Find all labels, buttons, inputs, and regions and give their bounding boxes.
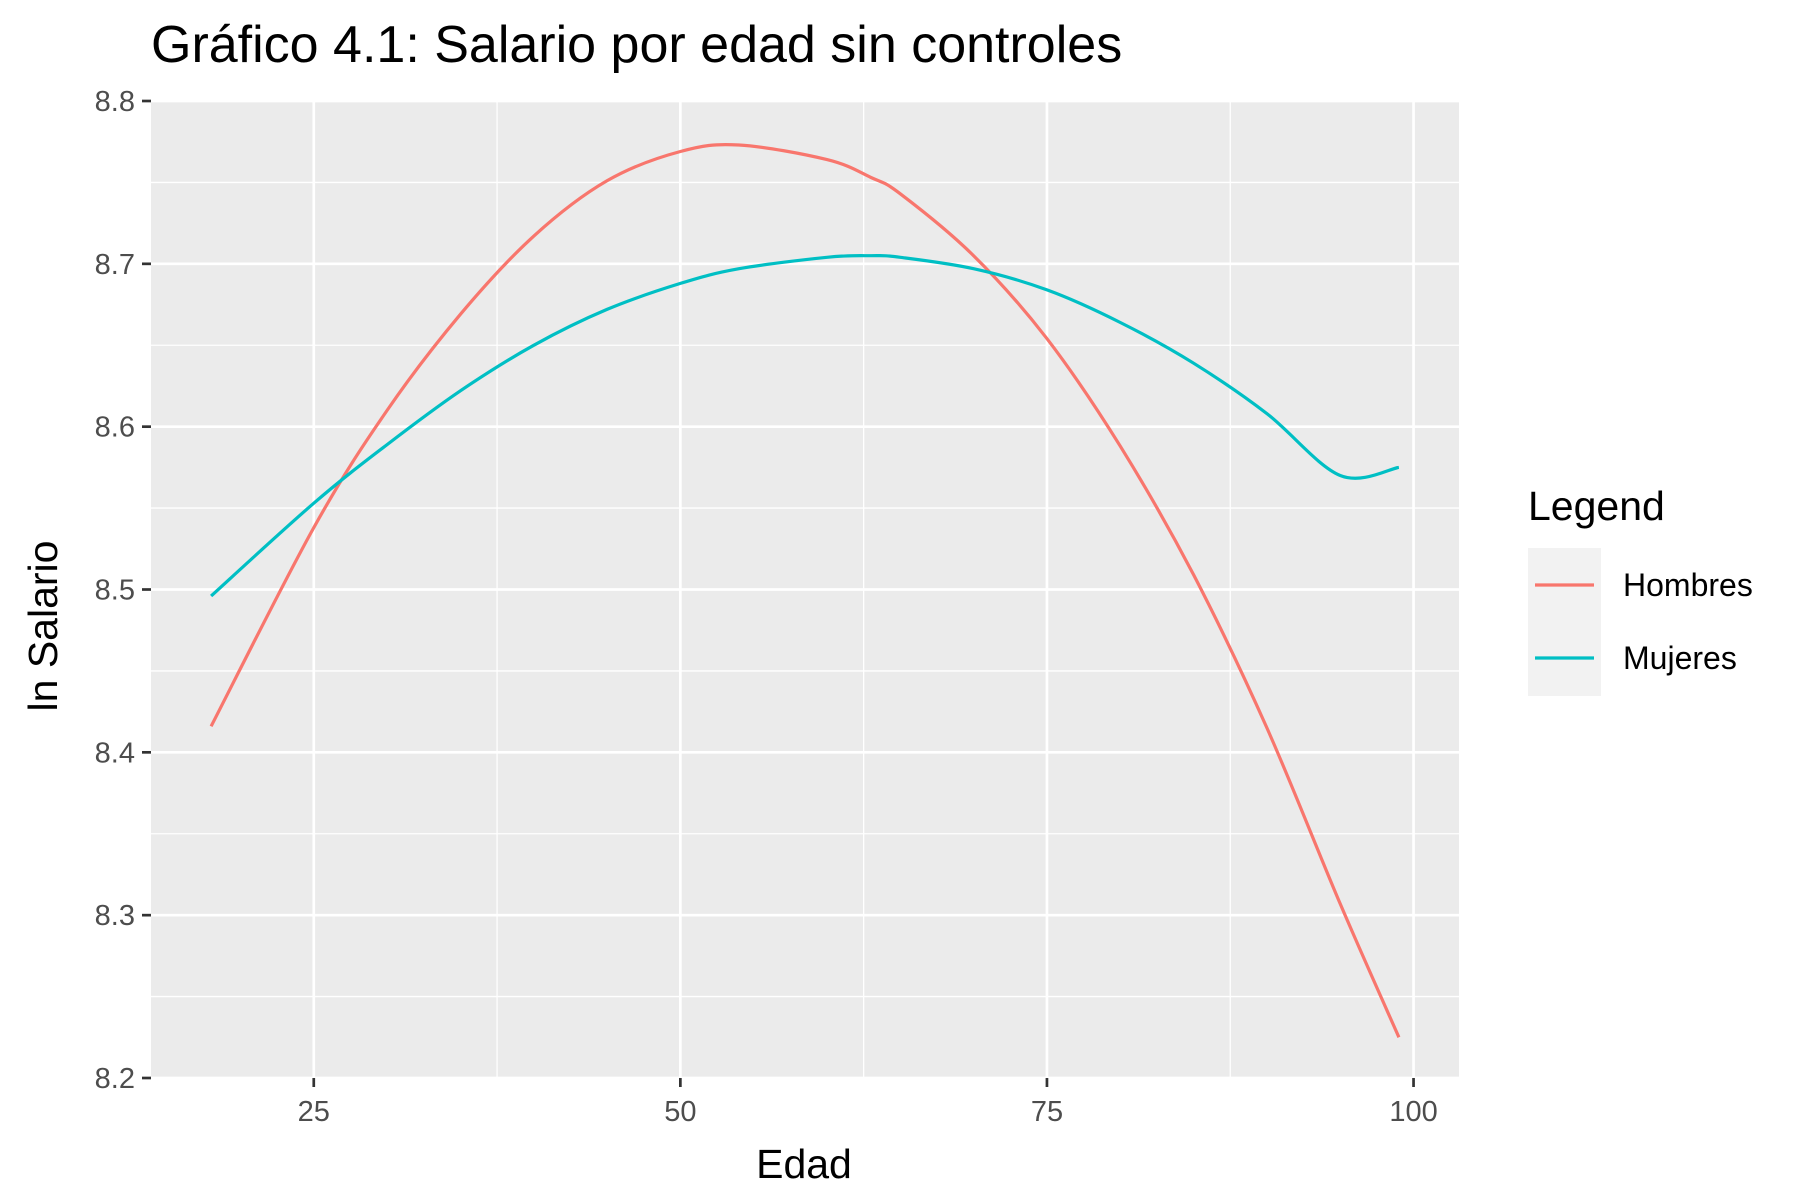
series-lines xyxy=(209,142,1401,1038)
y-tick-label: 8.3 xyxy=(95,900,135,932)
x-tick-label: 25 xyxy=(298,1096,330,1128)
series-line-hombres xyxy=(209,142,1401,1038)
x-tick-label: 75 xyxy=(1031,1096,1063,1128)
y-tick-label: 8.5 xyxy=(95,575,135,607)
x-tick-label: 50 xyxy=(664,1096,696,1128)
legend: Legend Hombres Mujeres xyxy=(1528,483,1753,696)
y-tick-label: 8.4 xyxy=(95,737,135,769)
x-tick-label: 100 xyxy=(1389,1096,1437,1128)
series-line-mujeres xyxy=(210,254,1400,598)
y-tick-label: 8.7 xyxy=(95,249,135,281)
legend-key-background xyxy=(1528,548,1601,696)
grid-major xyxy=(151,99,1459,1080)
y-axis-title: ln Salario xyxy=(20,541,66,712)
chart-title: Gráfico 4.1: Salario por edad sin contro… xyxy=(151,16,1122,74)
legend-title: Legend xyxy=(1528,483,1665,529)
y-tick-label: 8.6 xyxy=(95,412,135,444)
y-tick-label: 8.8 xyxy=(95,86,135,118)
legend-label-hombres: Hombres xyxy=(1623,567,1753,603)
x-axis: 25 50 75 100 xyxy=(298,1078,1438,1128)
legend-label-mujeres: Mujeres xyxy=(1623,640,1737,676)
y-axis: 8.2 8.3 8.4 8.5 8.6 8.7 8.8 xyxy=(95,86,151,1095)
y-tick-label: 8.2 xyxy=(95,1063,135,1095)
x-axis-title: Edad xyxy=(756,1141,852,1187)
